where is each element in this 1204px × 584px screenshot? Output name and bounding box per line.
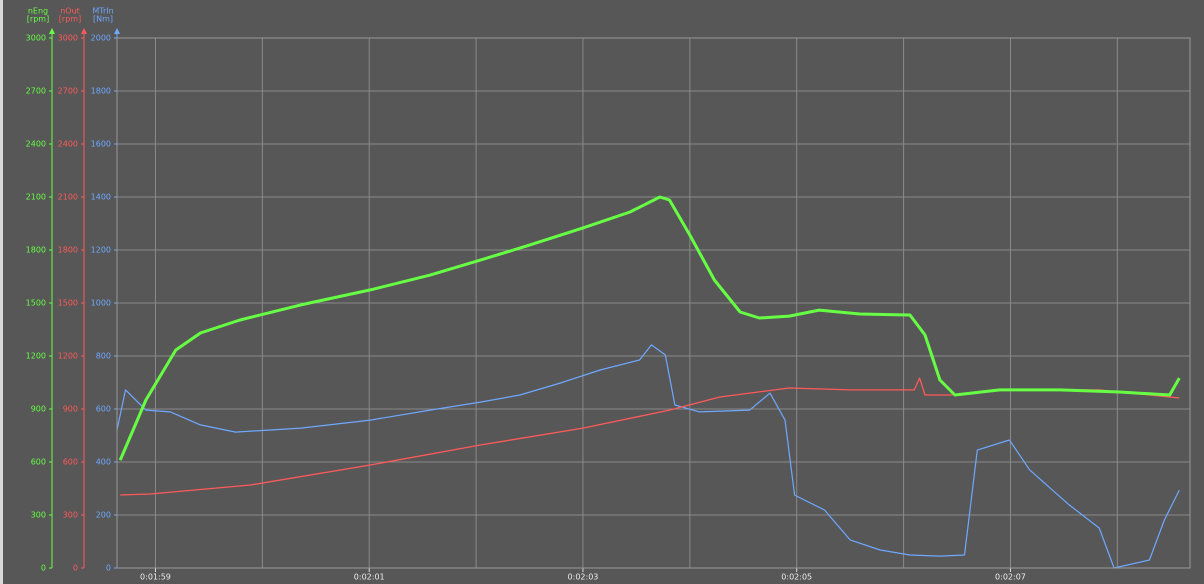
y-tick-label: 1800 — [26, 246, 46, 255]
frame-edge — [0, 0, 3, 584]
y-tick-label: 3000 — [26, 34, 46, 43]
y-tick-label: 0 — [73, 564, 78, 573]
y-tick-label: 0 — [41, 564, 46, 573]
y-tick-label: 900 — [63, 405, 78, 414]
x-tick-label: 0:02:03 — [568, 573, 599, 582]
y-tick-label: 2000 — [91, 34, 111, 43]
y-tick-label: 1800 — [58, 246, 78, 255]
y-tick-label: 1400 — [91, 193, 111, 202]
y-tick-label: 2700 — [26, 87, 46, 96]
y-tick-label: 2100 — [58, 193, 78, 202]
y-tick-label: 0 — [106, 564, 111, 573]
plot-border — [116, 37, 1191, 569]
y-axis-unit: [rpm] — [59, 15, 81, 24]
y-tick-label: 1000 — [91, 299, 111, 308]
y-tick-label: 600 — [96, 405, 111, 414]
y-axis-arrow — [114, 28, 120, 34]
y-tick-label: 300 — [31, 511, 46, 520]
y-tick-label: 1500 — [58, 299, 78, 308]
y-tick-label: 600 — [63, 458, 78, 467]
y-tick-label: 1500 — [26, 299, 46, 308]
y-tick-label: 900 — [31, 405, 46, 414]
y-tick-label: 2700 — [58, 87, 78, 96]
y-tick-label: 2400 — [58, 140, 78, 149]
y-axis-arrow — [49, 28, 55, 34]
y-tick-label: 1200 — [58, 352, 78, 361]
y-axis-unit: [Nm] — [93, 15, 113, 24]
y-axis-name: nOut — [60, 7, 80, 16]
y-axis-arrow — [81, 28, 87, 34]
y-tick-label: 600 — [31, 458, 46, 467]
y-tick-label: 2400 — [26, 140, 46, 149]
y-tick-label: 1800 — [91, 87, 111, 96]
y-tick-label: 2100 — [26, 193, 46, 202]
x-tick-label: 0:02:07 — [995, 573, 1026, 582]
y-axis-name: MTrIn — [92, 7, 113, 16]
x-tick-label: 0:02:05 — [781, 573, 812, 582]
y-tick-label: 400 — [96, 458, 111, 467]
y-tick-label: 3000 — [58, 34, 78, 43]
y-axis-name: nEng — [28, 7, 48, 16]
y-tick-label: 800 — [96, 352, 111, 361]
y-tick-label: 200 — [96, 511, 111, 520]
y-tick-label: 1200 — [26, 352, 46, 361]
y-tick-label: 1600 — [91, 140, 111, 149]
series-line — [116, 344, 1180, 569]
x-tick-label: 0:01:59 — [140, 573, 171, 582]
x-tick-label: 0:02:01 — [354, 573, 385, 582]
y-axis-unit: [rpm] — [27, 15, 49, 24]
y-tick-label: 1200 — [91, 246, 111, 255]
y-tick-label: 300 — [63, 511, 78, 520]
series-line — [118, 195, 1181, 461]
